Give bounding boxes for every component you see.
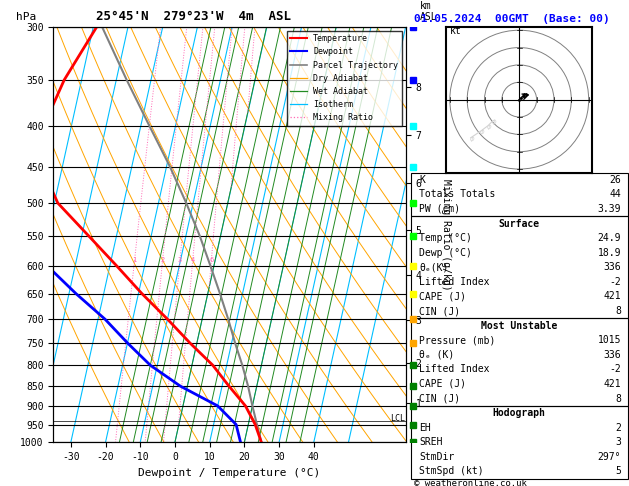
Text: StmDir: StmDir — [420, 452, 455, 462]
Text: 8: 8 — [615, 394, 621, 403]
Text: CAPE (J): CAPE (J) — [420, 292, 467, 301]
Text: 6: 6 — [209, 257, 213, 263]
Text: 3.39: 3.39 — [598, 204, 621, 214]
Legend: Temperature, Dewpoint, Parcel Trajectory, Dry Adiabat, Wet Adiabat, Isotherm, Mi: Temperature, Dewpoint, Parcel Trajectory… — [287, 31, 401, 125]
Text: Surface: Surface — [499, 219, 540, 228]
Text: Lifted Index: Lifted Index — [420, 364, 490, 374]
Text: 01.05.2024  00GMT  (Base: 00): 01.05.2024 00GMT (Base: 00) — [414, 14, 610, 24]
Text: CIN (J): CIN (J) — [420, 306, 460, 316]
Text: 1015: 1015 — [598, 335, 621, 345]
Text: LCL: LCL — [389, 414, 404, 423]
Text: -2: -2 — [610, 364, 621, 374]
Text: StmSpd (kt): StmSpd (kt) — [420, 467, 484, 476]
Text: 2: 2 — [615, 423, 621, 433]
Text: hPa: hPa — [16, 13, 36, 22]
Text: 3: 3 — [615, 437, 621, 447]
Text: $\phi$: $\phi$ — [479, 127, 486, 138]
Text: -2: -2 — [610, 277, 621, 287]
Text: $\phi$: $\phi$ — [469, 134, 476, 144]
Text: 297°: 297° — [598, 452, 621, 462]
Text: Most Unstable: Most Unstable — [481, 321, 557, 330]
Text: 18.9: 18.9 — [598, 248, 621, 258]
Text: 4: 4 — [191, 257, 195, 263]
Text: 44: 44 — [610, 190, 621, 199]
Text: Lifted Index: Lifted Index — [420, 277, 490, 287]
Text: 336: 336 — [604, 350, 621, 360]
Text: θₑ(K): θₑ(K) — [420, 262, 449, 272]
Text: 3: 3 — [178, 257, 182, 263]
Text: Totals Totals: Totals Totals — [420, 190, 496, 199]
Text: 5: 5 — [615, 467, 621, 476]
Text: Temp (°C): Temp (°C) — [420, 233, 472, 243]
Text: 336: 336 — [604, 262, 621, 272]
Text: kt: kt — [450, 26, 462, 35]
Text: 421: 421 — [604, 379, 621, 389]
Text: 26: 26 — [610, 175, 621, 185]
Text: © weatheronline.co.uk: © weatheronline.co.uk — [414, 479, 526, 486]
Text: θₑ (K): θₑ (K) — [420, 350, 455, 360]
Text: km
ASL: km ASL — [420, 1, 437, 22]
Text: SREH: SREH — [420, 437, 443, 447]
Text: $\phi$: $\phi$ — [491, 117, 498, 127]
Text: Pressure (mb): Pressure (mb) — [420, 335, 496, 345]
Text: 2: 2 — [160, 257, 165, 263]
Text: 24.9: 24.9 — [598, 233, 621, 243]
Text: $\phi$: $\phi$ — [486, 122, 493, 132]
X-axis label: Dewpoint / Temperature (°C): Dewpoint / Temperature (°C) — [138, 468, 321, 478]
Text: Hodograph: Hodograph — [493, 408, 546, 418]
Text: 8: 8 — [615, 306, 621, 316]
Text: K: K — [420, 175, 425, 185]
Text: CIN (J): CIN (J) — [420, 394, 460, 403]
Text: EH: EH — [420, 423, 431, 433]
Text: PW (cm): PW (cm) — [420, 204, 460, 214]
Text: 421: 421 — [604, 292, 621, 301]
Text: CAPE (J): CAPE (J) — [420, 379, 467, 389]
Text: Dewp (°C): Dewp (°C) — [420, 248, 472, 258]
Y-axis label: Mixing Ratio (g/kg): Mixing Ratio (g/kg) — [441, 179, 451, 290]
Text: 1: 1 — [133, 257, 136, 263]
Text: 25°45'N  279°23'W  4m  ASL: 25°45'N 279°23'W 4m ASL — [96, 11, 291, 23]
